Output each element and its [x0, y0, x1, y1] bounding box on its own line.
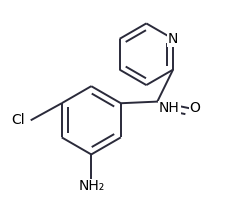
Text: NH: NH: [159, 101, 180, 115]
Text: NH₂: NH₂: [78, 179, 104, 193]
Text: N: N: [168, 32, 178, 46]
Text: Cl: Cl: [12, 113, 25, 127]
Text: O: O: [189, 101, 200, 115]
